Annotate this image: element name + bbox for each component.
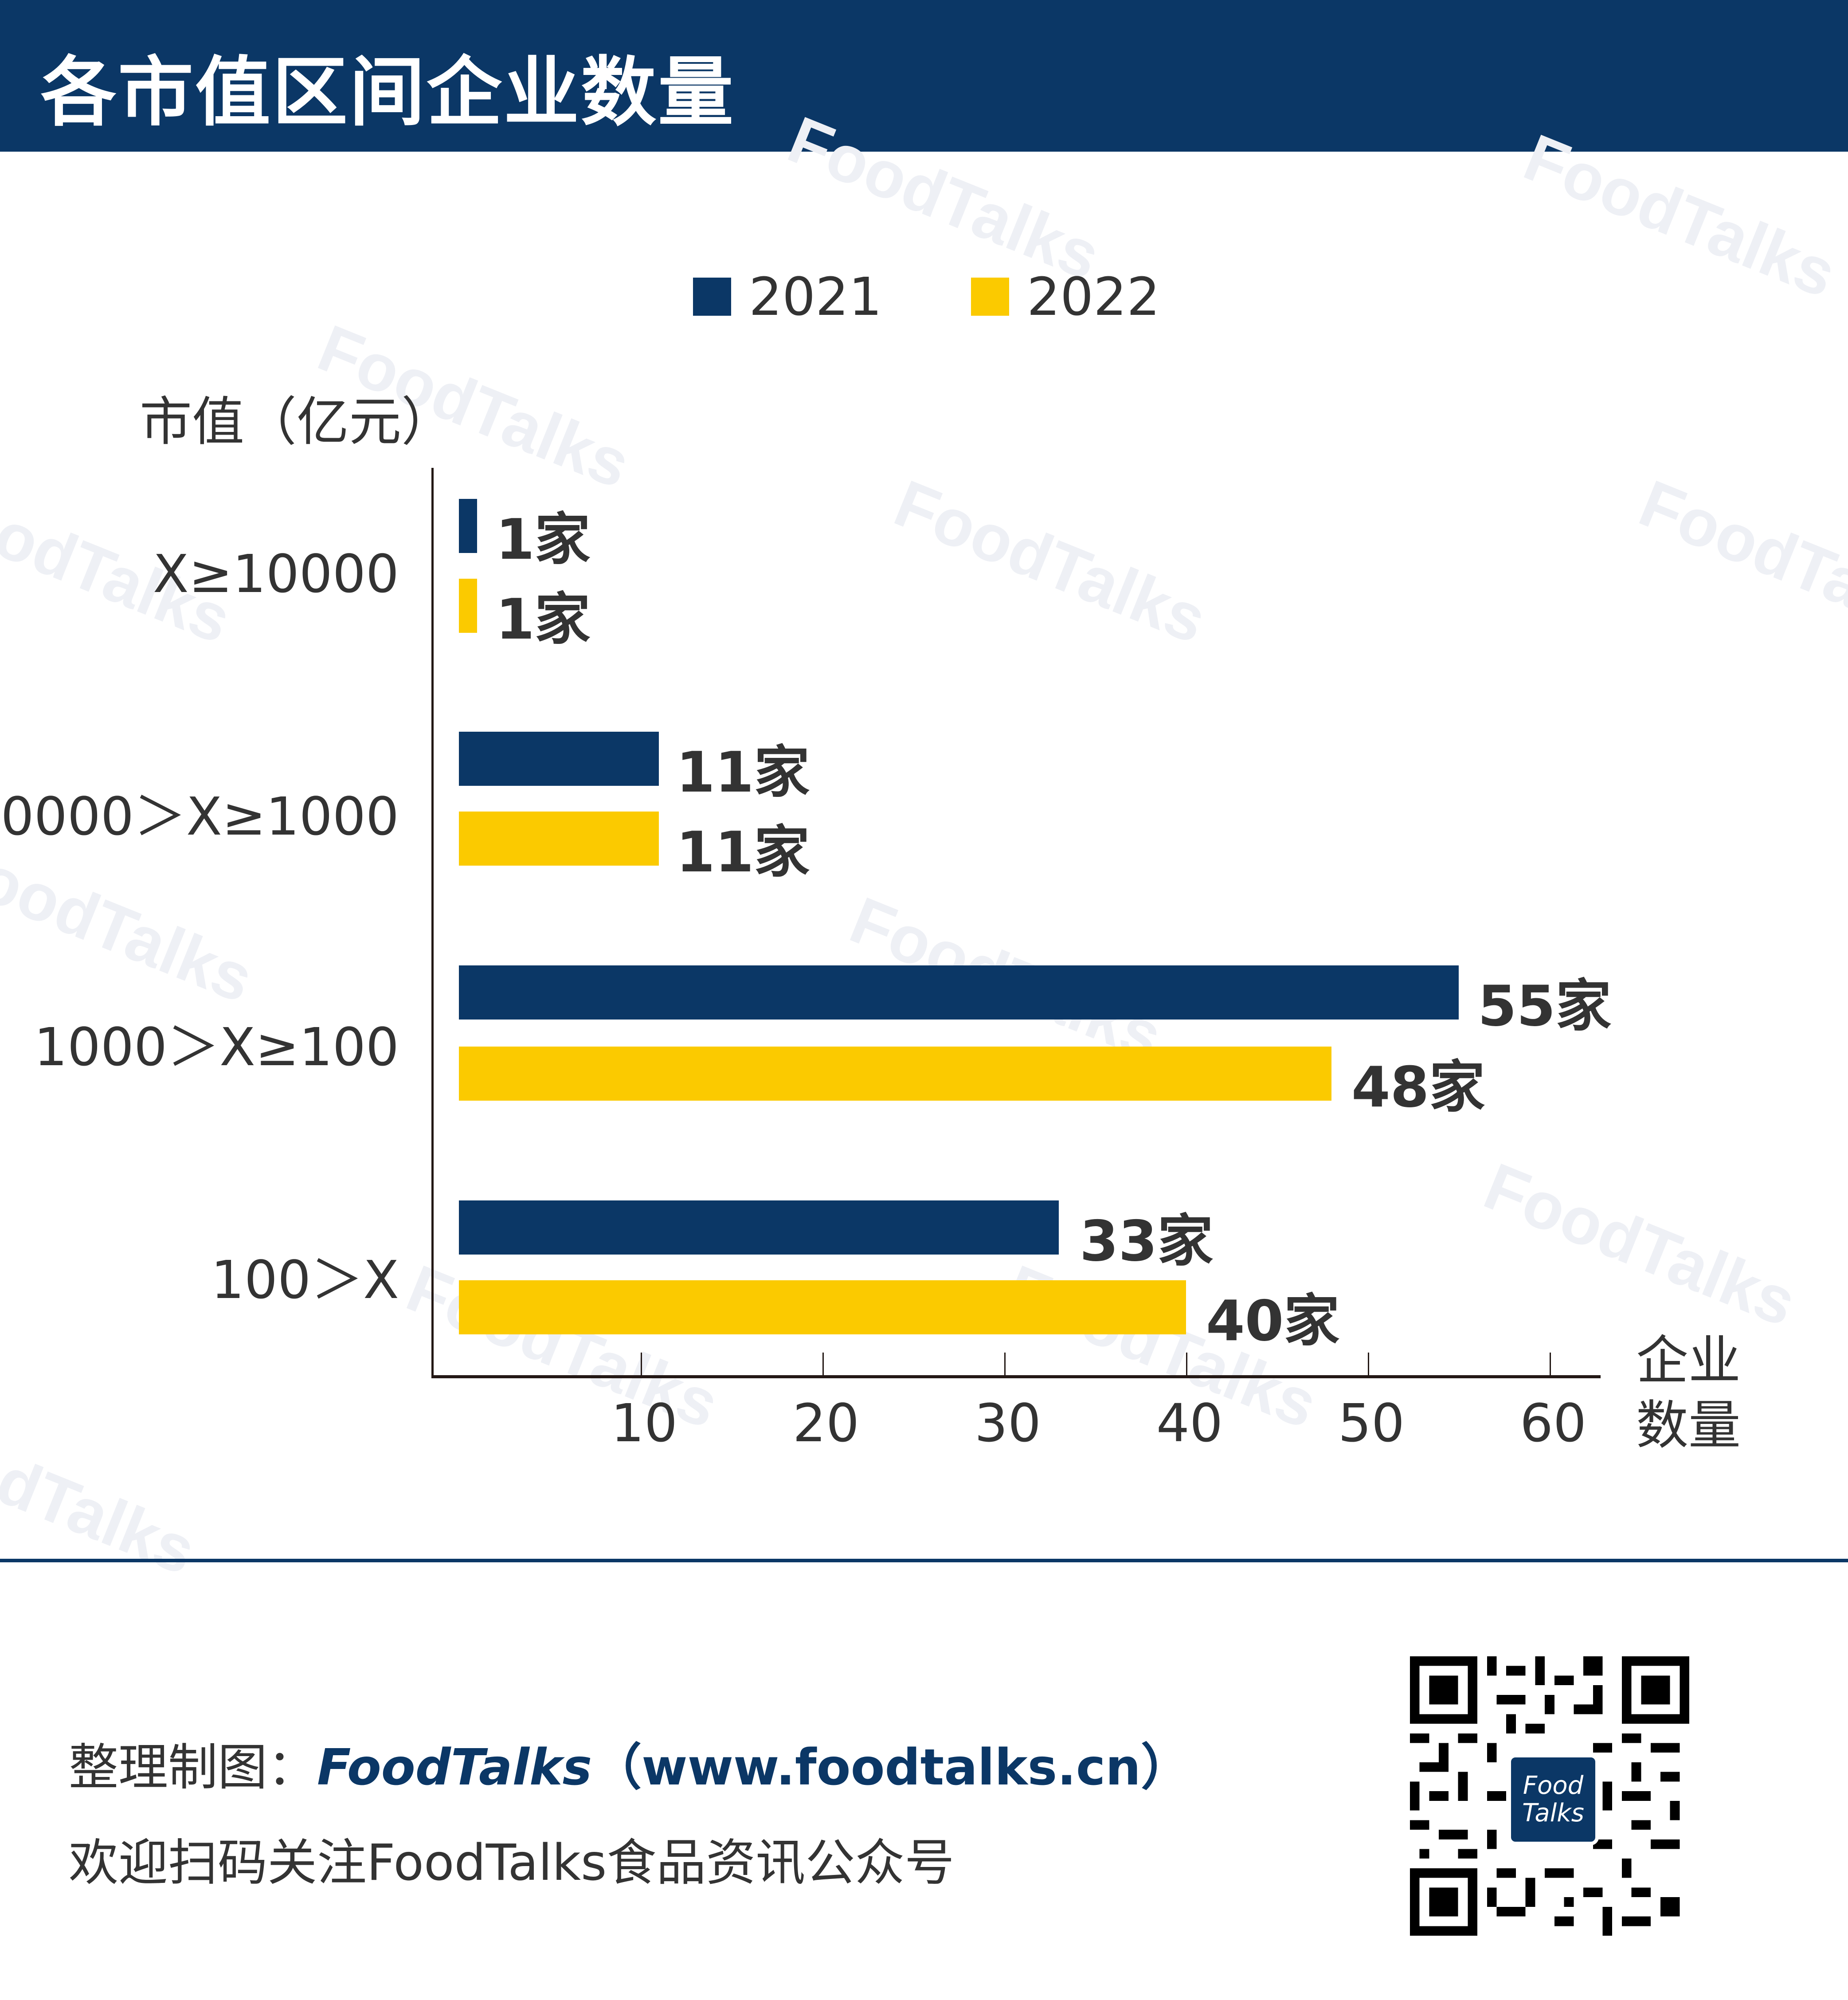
watermark: FoodTalks	[397, 1250, 729, 1443]
watermark: FoodTalks	[0, 824, 263, 1017]
x-tick	[1368, 1353, 1369, 1377]
x-tick	[822, 1353, 824, 1377]
x-tick	[1550, 1353, 1551, 1377]
watermark: FoodTalks	[1474, 1148, 1806, 1341]
bar-2022-lt-100	[459, 1280, 1186, 1334]
chart-title: 各市值区间企业数量	[41, 49, 736, 137]
x-axis-label-line2: 数量	[1636, 1395, 1741, 1456]
qr-logo-line1: Food	[1523, 1771, 1584, 1800]
follow-text: 欢迎扫码关注FoodTalks食品资讯公众号	[69, 1834, 955, 1892]
x-axis-label-line1: 企业	[1636, 1330, 1741, 1391]
legend-swatch-2022	[971, 278, 1009, 316]
bar-2021-10000-1000	[459, 732, 659, 786]
bar-value-label: 55家	[1478, 973, 1612, 1039]
category-label: 100＞X	[211, 1249, 399, 1310]
category-label: X≥10000	[153, 543, 399, 604]
x-axis-label: 企业 数量	[1636, 1328, 1741, 1458]
watermark: FoodTalks	[1629, 465, 1848, 658]
bar-value-label: 48家	[1351, 1055, 1485, 1120]
x-tick	[1004, 1353, 1006, 1377]
legend-label: 2022	[1027, 266, 1160, 327]
legend-item-2021: 2021	[693, 266, 882, 327]
bar-value-label: 1家	[496, 507, 591, 572]
legend: 2021 2022	[0, 266, 1848, 327]
bar-2022-10000-1000	[459, 812, 659, 866]
header-banner: 各市值区间企业数量	[0, 0, 1848, 152]
x-tick-label: 50	[1338, 1392, 1405, 1454]
category-label: 10000＞X≥1000	[0, 786, 399, 847]
bar-2021-lt-100	[459, 1200, 1059, 1255]
legend-item-2022: 2022	[971, 266, 1160, 327]
bar-2021-1000-100	[459, 965, 1459, 1020]
x-tick-label: 40	[1156, 1392, 1223, 1454]
y-axis-line	[431, 468, 434, 1378]
bar-value-label: 1家	[496, 587, 591, 652]
qr-logo: Food Talks	[1507, 1754, 1599, 1845]
bar-value-label: 11家	[676, 740, 810, 805]
x-tick-label: 30	[974, 1392, 1041, 1454]
x-axis-line	[431, 1375, 1601, 1378]
credit-brand: FoodTalks	[317, 1739, 592, 1796]
credit-line: 整理制图：FoodTalks（www.foodtalks.cn）	[69, 1727, 1190, 1799]
bar-2021-x-ge-10000	[459, 499, 477, 553]
x-tick-label: 10	[611, 1392, 678, 1454]
credit-url: （www.foodtalks.cn）	[592, 1739, 1191, 1796]
bar-2022-x-ge-10000	[459, 579, 477, 633]
credit-prefix: 整理制图：	[69, 1739, 317, 1796]
y-axis-label: 市值（亿元）	[140, 391, 454, 452]
watermark: FoodTalks	[885, 465, 1217, 658]
x-tick-label: 20	[792, 1392, 860, 1454]
qr-logo-line2: Talks	[1522, 1799, 1584, 1827]
bar-value-label: 40家	[1206, 1288, 1340, 1353]
category-label: 1000＞X≥100	[34, 1016, 399, 1078]
x-tick	[1186, 1353, 1187, 1377]
x-tick-label: 60	[1519, 1392, 1587, 1454]
legend-label: 2021	[749, 266, 882, 327]
bar-value-label: 33家	[1080, 1208, 1214, 1274]
x-tick	[641, 1353, 642, 1377]
bar-2022-1000-100	[459, 1047, 1331, 1101]
legend-swatch-2021	[693, 278, 731, 316]
footer-divider	[0, 1559, 1848, 1562]
bar-value-label: 11家	[676, 820, 810, 885]
